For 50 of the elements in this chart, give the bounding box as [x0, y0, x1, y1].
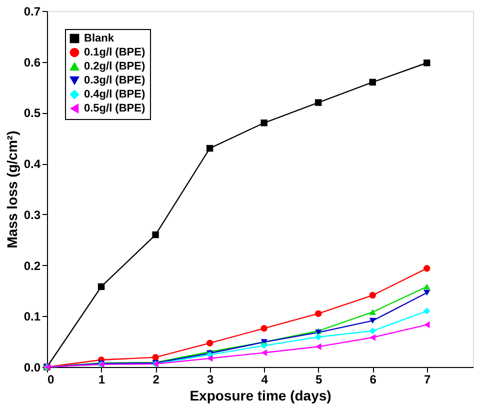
x-tick-label: 0 — [48, 372, 54, 386]
x-tick-label: 4 — [261, 372, 268, 386]
point — [370, 334, 376, 341]
legend-label: 0.2g/l (BPE) — [84, 60, 146, 72]
y-tick-label: 0.1 — [24, 310, 41, 324]
point — [314, 99, 322, 106]
point — [206, 144, 214, 152]
x-tick-label: 7 — [424, 372, 432, 386]
y-tick-label: 0.3 — [24, 208, 41, 222]
x-tick-label: 2 — [152, 372, 160, 386]
point — [314, 334, 322, 340]
y-tick-label: 0.4 — [24, 157, 41, 172]
legend-label: Blank — [84, 32, 115, 44]
x-tick-label: 3 — [206, 372, 214, 386]
point — [369, 78, 376, 86]
x-tick-label: 6 — [370, 372, 377, 386]
y-tick-label: 0.5 — [24, 106, 41, 120]
x-axis-title: Exposure time (days) — [190, 388, 332, 404]
point — [314, 310, 322, 317]
point — [206, 355, 213, 362]
point — [369, 318, 376, 324]
point — [98, 283, 105, 290]
point — [260, 342, 268, 349]
point — [315, 343, 322, 350]
legend-label: 0.4g/l (BPE) — [84, 88, 146, 100]
legend-label: 0.5g/l (BPE) — [84, 102, 146, 114]
point — [424, 264, 430, 272]
y-axis-title: Mass loss (g/cm²) — [4, 130, 20, 248]
point — [260, 120, 268, 126]
y-tick-label: 0.0 — [24, 360, 41, 374]
point — [424, 290, 430, 296]
point — [424, 321, 430, 328]
point — [152, 354, 159, 361]
point — [261, 349, 267, 356]
point — [369, 328, 376, 334]
x-tick-label: 1 — [98, 372, 106, 386]
y-tick-label: 0.7 — [24, 4, 41, 18]
point — [424, 308, 430, 314]
point — [152, 231, 159, 238]
y-tick-label: 0.6 — [24, 55, 41, 70]
legend-label: 0.1g/l (BPE) — [84, 46, 146, 58]
x-tick-label: 5 — [315, 372, 322, 386]
y-tick-label: 0.2 — [24, 258, 41, 273]
point — [206, 340, 214, 346]
point — [260, 325, 268, 332]
legend-label: 0.3g/l (BPE) — [84, 74, 146, 86]
point — [424, 284, 430, 290]
point — [369, 292, 376, 299]
point — [424, 60, 430, 66]
point — [369, 309, 376, 315]
